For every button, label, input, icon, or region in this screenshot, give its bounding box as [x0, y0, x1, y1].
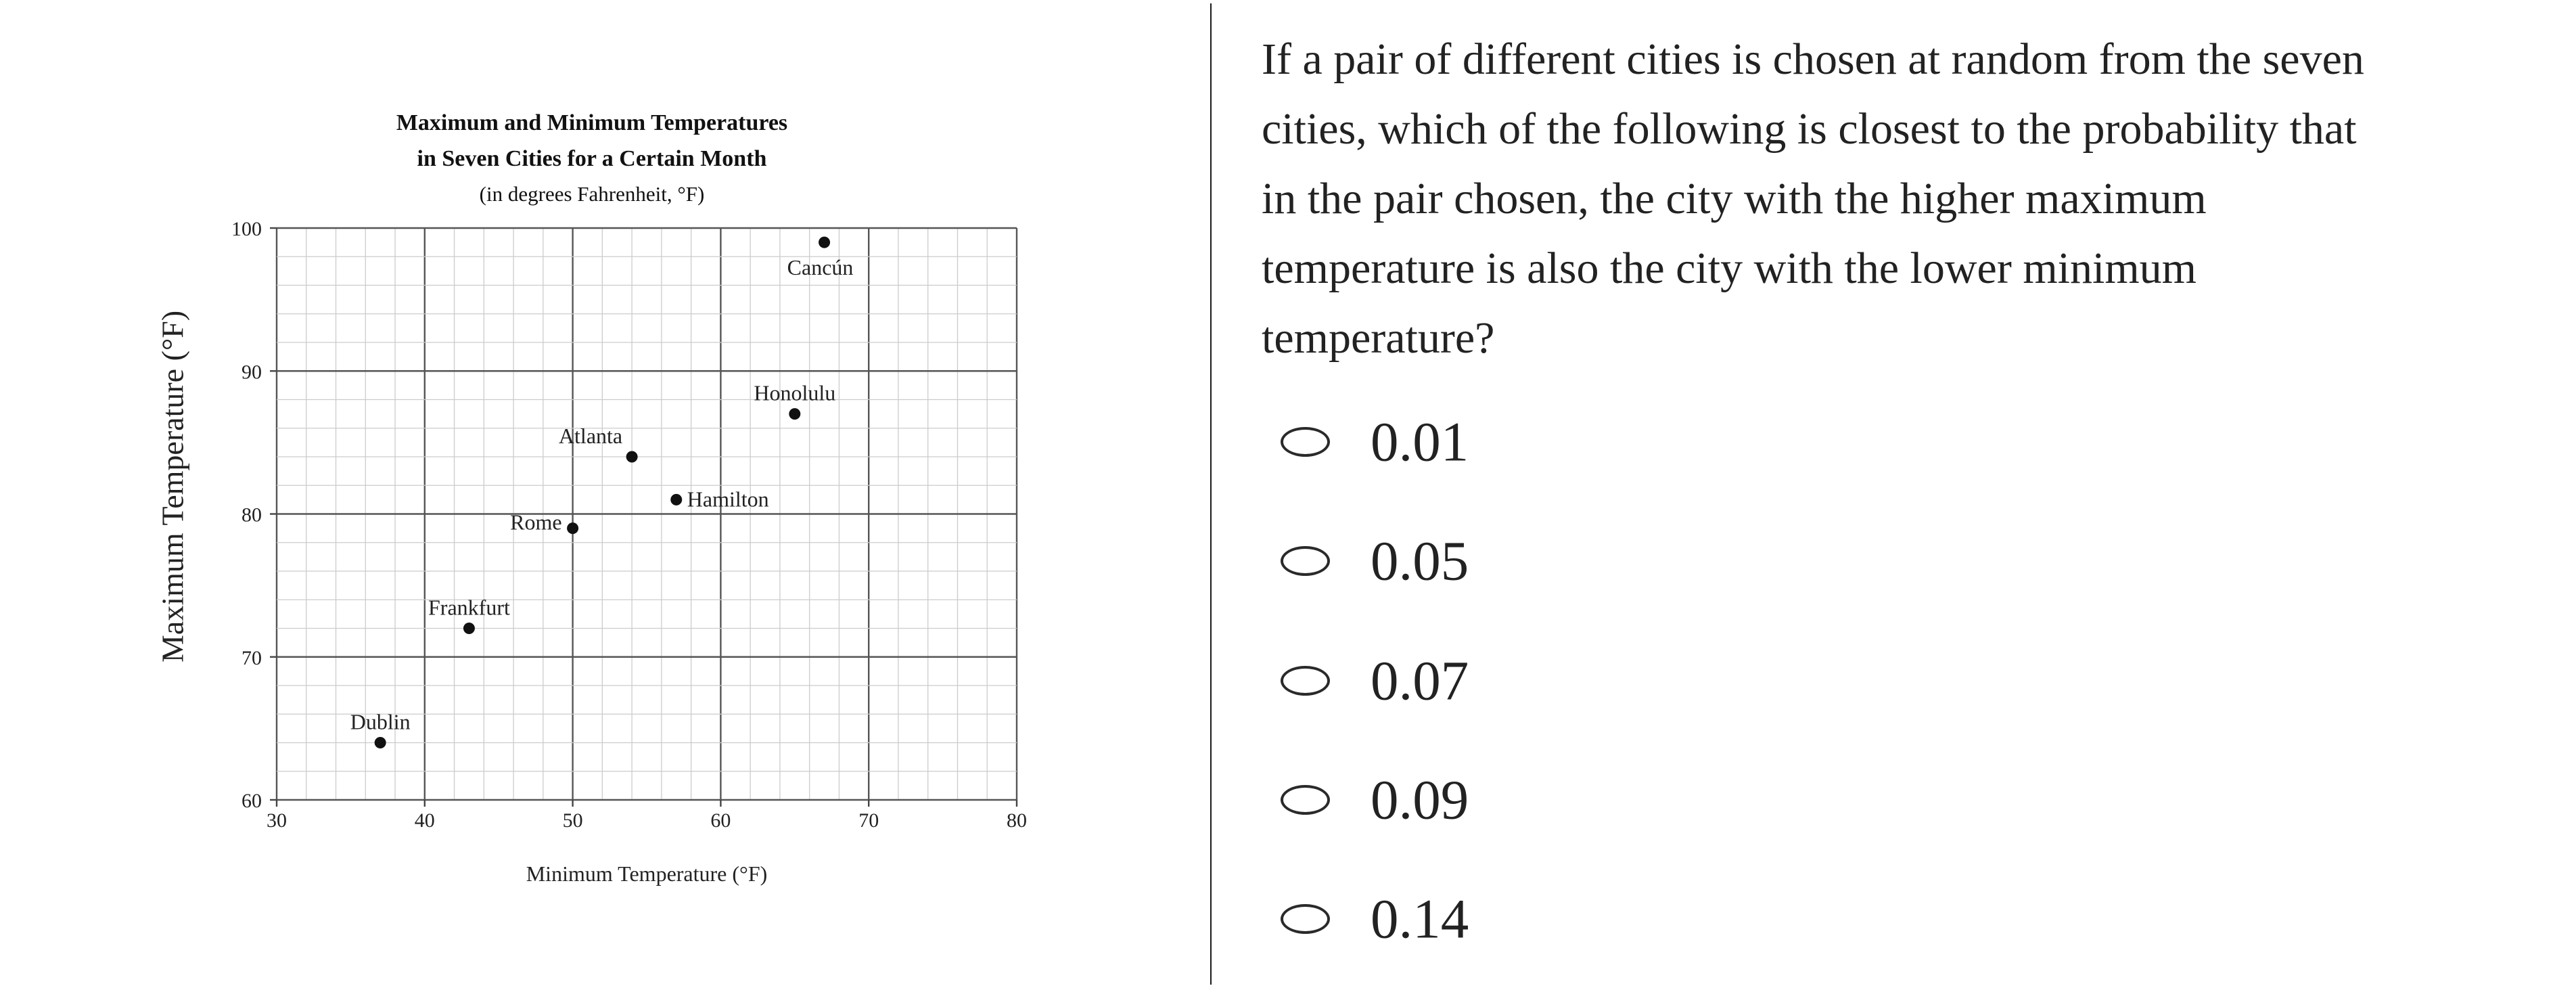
svg-text:Dublin: Dublin [350, 710, 411, 734]
svg-text:80: 80 [242, 504, 262, 526]
svg-text:Atlanta: Atlanta [559, 424, 622, 448]
svg-text:50: 50 [563, 809, 583, 832]
svg-text:Frankfurt: Frankfurt [428, 596, 510, 620]
svg-text:30: 30 [267, 809, 287, 832]
svg-text:90: 90 [242, 361, 262, 383]
svg-text:40: 40 [415, 809, 435, 832]
svg-text:Rome: Rome [510, 510, 561, 535]
svg-text:Hamilton: Hamilton [687, 487, 769, 511]
svg-text:60: 60 [710, 809, 731, 832]
svg-text:70: 70 [242, 647, 262, 669]
svg-text:80: 80 [1007, 809, 1027, 832]
svg-text:70: 70 [858, 809, 879, 832]
svg-text:100: 100 [231, 218, 262, 240]
svg-text:Honolulu: Honolulu [754, 381, 835, 405]
svg-text:Cancún: Cancún [787, 255, 854, 279]
svg-text:60: 60 [242, 790, 262, 812]
